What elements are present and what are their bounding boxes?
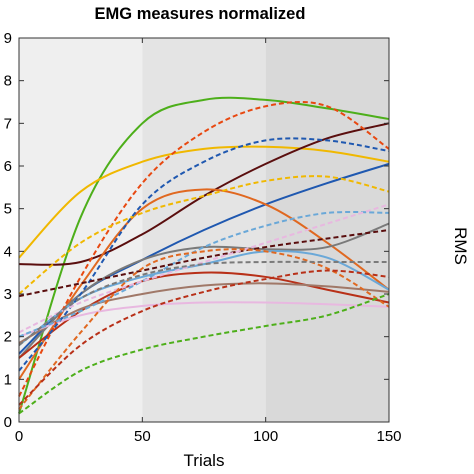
y-axis-label: RMS (451, 227, 470, 265)
series-line-9 (18, 301, 390, 338)
axis-ticks: 0 50 100 150 0 1 2 3 4 5 6 7 8 9 (4, 30, 402, 445)
y-tick-label: 4 (4, 243, 12, 260)
y-tick-label: 2 (4, 329, 12, 346)
plot-frame (18, 37, 390, 423)
series-line-10 (18, 101, 390, 397)
y-tick-label: 3 (4, 286, 12, 303)
series-line-12 (18, 137, 390, 372)
series-line-6 (18, 249, 390, 346)
y-tick-label: 0 (4, 414, 12, 431)
series-line-15 (18, 203, 390, 334)
chart-title: EMG measures normalized (95, 5, 306, 23)
x-tick-label: 150 (376, 428, 401, 445)
y-tick-label: 1 (4, 371, 12, 388)
series-line-0 (18, 96, 390, 414)
series-line-11 (18, 175, 390, 295)
background-band-2 (265, 38, 389, 422)
series-line-1 (18, 145, 390, 259)
background-band-0 (19, 38, 143, 422)
x-tick-label: 50 (134, 428, 151, 445)
series-line-14 (18, 229, 390, 298)
y-tick-label: 8 (4, 73, 12, 90)
series-line-16 (18, 248, 390, 410)
x-tick-label: 0 (15, 428, 23, 445)
x-axis-label: Trials (184, 451, 225, 470)
series-line-4 (18, 188, 390, 380)
x-tick-label: 100 (253, 428, 278, 445)
series-line-19 (18, 293, 390, 415)
y-tick-label: 9 (4, 30, 12, 47)
y-tick-label: 6 (4, 158, 12, 175)
y-tick-label: 5 (4, 201, 12, 218)
series-line-18 (18, 269, 390, 406)
series-line-8 (18, 282, 390, 344)
series-lines (18, 96, 390, 415)
series-line-5 (18, 222, 390, 359)
series-line-13 (18, 210, 390, 338)
y-tick-label: 7 (4, 115, 12, 132)
series-line-17 (18, 260, 389, 346)
